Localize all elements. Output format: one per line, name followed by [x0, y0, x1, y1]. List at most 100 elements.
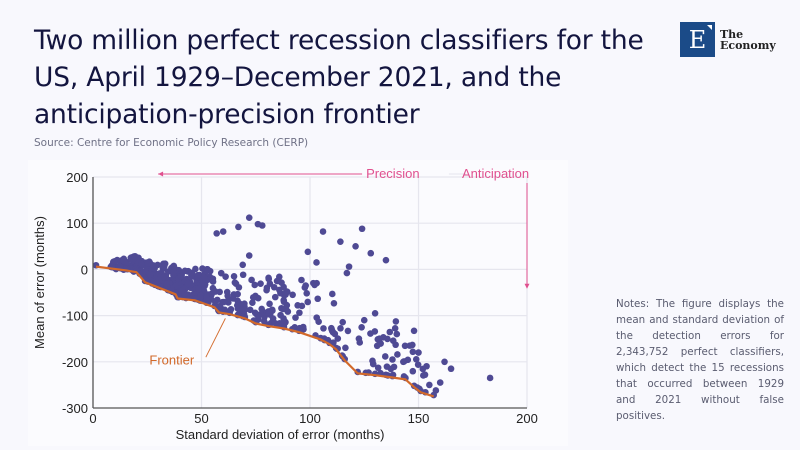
scatter-point	[144, 260, 152, 267]
scatter-point	[302, 282, 309, 289]
scatter-point	[352, 243, 359, 250]
scatter-point	[381, 353, 389, 360]
scatter-point	[319, 228, 327, 235]
scatter-point	[195, 285, 202, 293]
scatter-point	[111, 257, 119, 265]
scatter-point	[170, 268, 177, 276]
scatter-point	[273, 277, 281, 285]
scatter-point	[213, 230, 220, 237]
scatter-point	[345, 263, 353, 270]
scatter-point	[221, 306, 229, 314]
scatter-point	[369, 357, 376, 365]
logo-line-2: Economy	[720, 38, 776, 52]
scatter-points	[92, 214, 494, 399]
scatter-point	[374, 364, 382, 372]
x-tick-label: 50	[194, 411, 208, 426]
scatter-point	[436, 379, 444, 386]
scatter-point	[209, 276, 216, 284]
scatter-point	[328, 326, 336, 333]
scatter-point	[314, 295, 322, 303]
scatter-point	[367, 249, 375, 257]
brand-logo[interactable]: E The Economy	[680, 22, 776, 57]
scatter-point	[392, 318, 400, 325]
scatter-point	[248, 276, 255, 284]
scatter-point	[339, 318, 346, 326]
scatter-point	[231, 279, 239, 286]
frontier-label: Frontier	[149, 352, 194, 367]
y-tick-label: 0	[81, 262, 88, 277]
scatter-point	[282, 305, 290, 312]
scatter-point	[257, 280, 264, 287]
scatter-point	[199, 265, 206, 272]
scatter-point	[289, 291, 296, 299]
scatter-point	[224, 292, 231, 300]
scatter-point	[249, 299, 256, 306]
scatter-point	[406, 342, 414, 349]
y-tick-label: 100	[66, 216, 88, 231]
scatter-point	[246, 306, 254, 314]
scatter-point	[130, 255, 138, 262]
scatter-point	[401, 342, 409, 350]
x-tick-label: 100	[299, 411, 321, 426]
logo-e-icon: E	[680, 22, 715, 57]
grid-lines	[93, 176, 528, 408]
frontier-line	[95, 265, 435, 398]
precision-label: Precision	[366, 166, 419, 181]
scatter-point	[304, 298, 312, 306]
scatter-point	[337, 238, 344, 245]
scatter-point	[265, 309, 273, 316]
scatter-point	[387, 365, 395, 373]
scatter-point	[329, 290, 336, 298]
scatter-point	[304, 248, 312, 256]
scatter-point	[344, 327, 352, 335]
scatter-point	[419, 365, 427, 373]
anticipation-label: Anticipation	[462, 166, 529, 181]
scatter-point	[179, 287, 186, 294]
scatter-point	[234, 305, 242, 312]
scatter-point	[426, 381, 433, 389]
annotations: Precision Anticipation Frontier	[149, 166, 530, 367]
scatter-point	[217, 269, 225, 277]
scatter-point	[330, 299, 338, 307]
scatter-point	[409, 367, 417, 375]
scatter-point	[204, 265, 211, 273]
scatter-point	[276, 286, 283, 294]
scatter-point	[486, 374, 494, 382]
scatter-point	[389, 356, 396, 363]
y-tick-label: -100	[62, 309, 88, 324]
scatter-point	[245, 214, 253, 221]
scatter-point	[150, 262, 158, 269]
scatter-point	[303, 290, 311, 297]
frontier-leader-line	[205, 318, 226, 358]
scatter-point	[196, 293, 204, 301]
scatter-point	[367, 330, 374, 337]
scatter-point	[393, 330, 401, 338]
scatter-point	[447, 365, 455, 373]
scatter-point	[386, 328, 394, 336]
scatter-point	[258, 305, 265, 313]
scatter-point	[239, 271, 247, 279]
y-axis-title: Mean of error (months)	[32, 216, 47, 349]
scatter-point	[192, 265, 199, 273]
scatter-point	[292, 314, 299, 321]
scatter-point	[415, 349, 422, 356]
y-tick-label: -200	[62, 355, 88, 370]
scatter-point	[271, 293, 279, 301]
scatter-point	[409, 348, 417, 356]
scatter-point	[241, 306, 249, 313]
scatter-point	[358, 225, 366, 233]
scatter-point	[294, 302, 301, 309]
scatter-point	[384, 335, 391, 343]
scatter-point	[358, 323, 365, 331]
scatter-point	[266, 280, 274, 288]
scatter-point	[164, 268, 172, 275]
scatter-point	[315, 318, 322, 326]
scatter-point	[355, 335, 363, 342]
scatter-point	[220, 298, 228, 306]
scatter-point	[320, 325, 327, 332]
scatter-point	[391, 325, 399, 332]
scatter-point	[337, 325, 344, 332]
scatter-point	[313, 259, 320, 266]
scatter-point	[258, 222, 266, 229]
scatter-point	[376, 335, 383, 343]
